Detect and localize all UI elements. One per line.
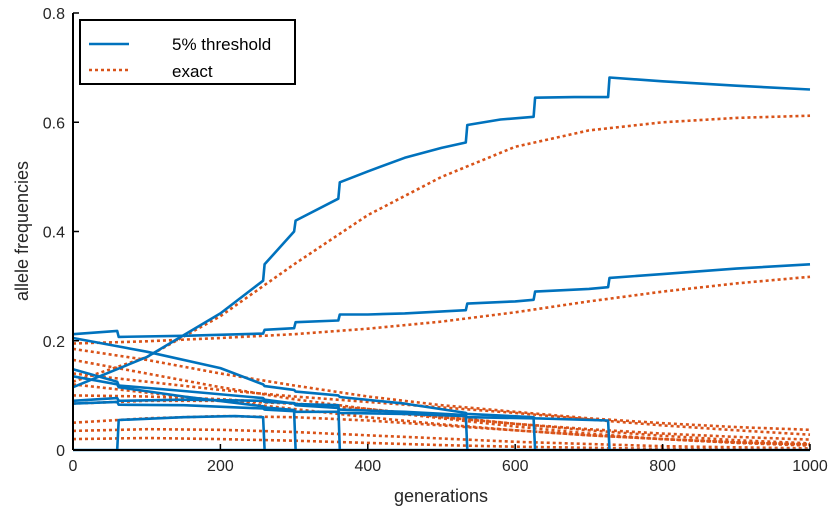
- exact-series-line: [72, 347, 811, 432]
- x-tick-label: 800: [649, 458, 676, 475]
- tick-labels: 0 200 400 600 800 1000 0 0.2 0.4 0.6 0.8: [43, 6, 828, 475]
- y-tick-label: 0.4: [43, 225, 65, 242]
- exact-series-line: [72, 399, 811, 445]
- legend-label-threshold: 5% threshold: [172, 35, 271, 54]
- threshold-series-line: [115, 414, 266, 451]
- y-tick-label: 0.6: [43, 115, 65, 132]
- x-tick-label: 400: [354, 458, 381, 475]
- y-tick-label: 0.8: [43, 6, 65, 23]
- y-axis-label: allele frequencies: [12, 161, 32, 301]
- x-tick-label: 0: [69, 458, 78, 475]
- exact-series-line: [72, 358, 811, 441]
- plot-lines: [72, 76, 811, 452]
- legend: 5% threshold exact: [79, 19, 296, 85]
- threshold-series-line: [72, 400, 297, 451]
- y-tick-label: 0.2: [43, 334, 65, 351]
- x-axis-label: generations: [394, 486, 488, 506]
- threshold-series-line: [72, 263, 811, 339]
- legend-label-exact: exact: [172, 62, 213, 81]
- threshold-series-line: [72, 375, 537, 451]
- threshold-series-line: [72, 396, 342, 451]
- exact-series-line: [72, 114, 811, 383]
- y-tick-label: 0: [56, 443, 65, 460]
- x-tick-label: 600: [502, 458, 529, 475]
- threshold-series-line: [72, 76, 811, 389]
- exact-series-line: [72, 275, 811, 345]
- legend-box: [79, 19, 296, 85]
- x-tick-label: 1000: [792, 458, 828, 475]
- x-tick-label: 200: [207, 458, 234, 475]
- exact-series-line: [72, 427, 811, 450]
- axes: [72, 12, 811, 451]
